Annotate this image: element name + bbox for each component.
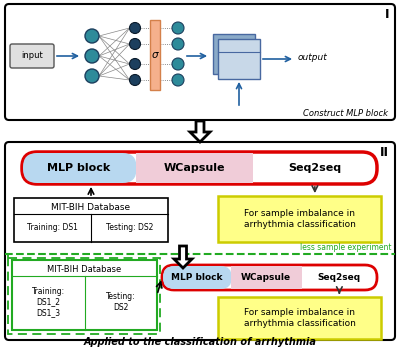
Text: Applied to the classification of arrhythmia: Applied to the classification of arrhyth… [84, 337, 316, 347]
Circle shape [130, 39, 140, 49]
Text: Construct MLP block: Construct MLP block [303, 109, 388, 118]
Bar [8, 258, 160, 334]
Text: Testing:
DS2: Testing: DS2 [106, 292, 136, 312]
Bar [213, 34, 255, 74]
Text: input: input [21, 52, 43, 61]
Circle shape [172, 58, 184, 70]
Text: less sample experiment: less sample experiment [300, 243, 392, 252]
Text: Training: DS1: Training: DS1 [27, 223, 78, 232]
Text: Training:
DS1_2
DS1_3: Training: DS1_2 DS1_3 [32, 287, 65, 317]
Circle shape [85, 29, 99, 43]
Text: MIT-BIH Database: MIT-BIH Database [47, 264, 122, 274]
Text: Testing: DS2: Testing: DS2 [106, 223, 153, 232]
Bar [136, 153, 253, 183]
Circle shape [85, 49, 99, 63]
FancyBboxPatch shape [10, 44, 54, 68]
Circle shape [85, 69, 99, 83]
FancyBboxPatch shape [162, 265, 377, 290]
Text: σ: σ [152, 50, 158, 60]
Text: MIT-BIH Database: MIT-BIH Database [52, 203, 130, 212]
FancyBboxPatch shape [23, 153, 137, 183]
Text: For sample imbalance in
arrhythmia classification: For sample imbalance in arrhythmia class… [244, 308, 356, 328]
Text: MLP block: MLP block [47, 163, 110, 173]
Circle shape [172, 22, 184, 34]
FancyBboxPatch shape [22, 152, 377, 184]
FancyBboxPatch shape [5, 4, 395, 120]
Text: Seq2seq: Seq2seq [288, 163, 342, 173]
Text: output: output [298, 53, 328, 62]
Text: WCapsule: WCapsule [241, 273, 291, 282]
FancyBboxPatch shape [5, 142, 395, 340]
Circle shape [130, 23, 140, 33]
Bar [150, 20, 160, 90]
FancyBboxPatch shape [163, 266, 232, 289]
Circle shape [130, 74, 140, 86]
Text: WCapsule: WCapsule [164, 163, 225, 173]
Circle shape [172, 74, 184, 86]
Text: Seq2seq: Seq2seq [318, 273, 361, 282]
Text: I: I [384, 8, 389, 21]
Bar [14, 198, 168, 242]
Bar [12, 260, 157, 330]
Bar [218, 39, 260, 79]
FancyArrow shape [174, 246, 192, 268]
Text: MLP block: MLP block [171, 273, 222, 282]
Circle shape [172, 38, 184, 50]
Text: II: II [380, 146, 389, 159]
Bar [231, 266, 302, 289]
FancyArrow shape [190, 121, 210, 142]
Circle shape [130, 58, 140, 70]
Text: For sample imbalance in
arrhythmia classification: For sample imbalance in arrhythmia class… [244, 209, 356, 229]
Bar [218, 297, 381, 339]
Bar [218, 196, 381, 242]
